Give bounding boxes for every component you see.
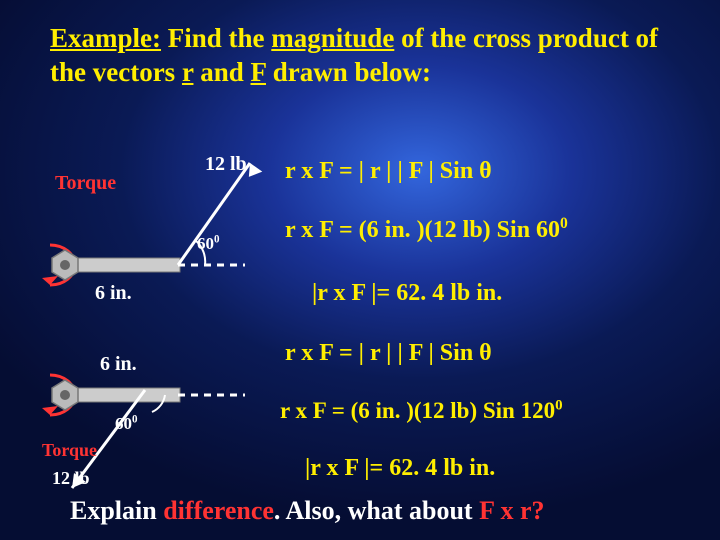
slide-title: Example: Find the magnitude of the cross… (50, 22, 670, 90)
torque-label-2: Torque (42, 440, 97, 461)
length-label-2: 6 in. (100, 353, 137, 376)
equation-2: r x F = (6 in. )(12 lb) Sin 600 (285, 217, 568, 244)
angle-label-1: 600 (197, 234, 220, 254)
bottom-question: Explain difference. Also, what about F x… (70, 496, 545, 526)
equation-4: r x F = | r | | F | Sin θ (285, 340, 492, 367)
torque-label-1: Torque (55, 172, 116, 195)
force-label-2: 12 lb (52, 468, 90, 489)
title-mag: magnitude (271, 23, 394, 53)
equation-3: |r x F |= 62. 4 lb in. (312, 280, 502, 307)
length-label-1: 6 in. (95, 282, 132, 305)
equation-5: r x F = (6 in. )(12 lb) Sin 1200 (280, 398, 563, 424)
title-rest1: Find the (161, 23, 271, 53)
title-lead: Example: (50, 23, 161, 53)
title-r: r (182, 57, 194, 87)
title-f: F (251, 57, 267, 87)
equation-1: r x F = | r | | F | Sin θ (285, 158, 492, 185)
angle-label-2: 600 (115, 414, 138, 434)
force-label-1: 12 lb (205, 153, 247, 176)
title-and: and (193, 57, 250, 87)
equation-6: |r x F |= 62. 4 lb in. (305, 455, 495, 482)
title-rest3: drawn below: (266, 57, 431, 87)
